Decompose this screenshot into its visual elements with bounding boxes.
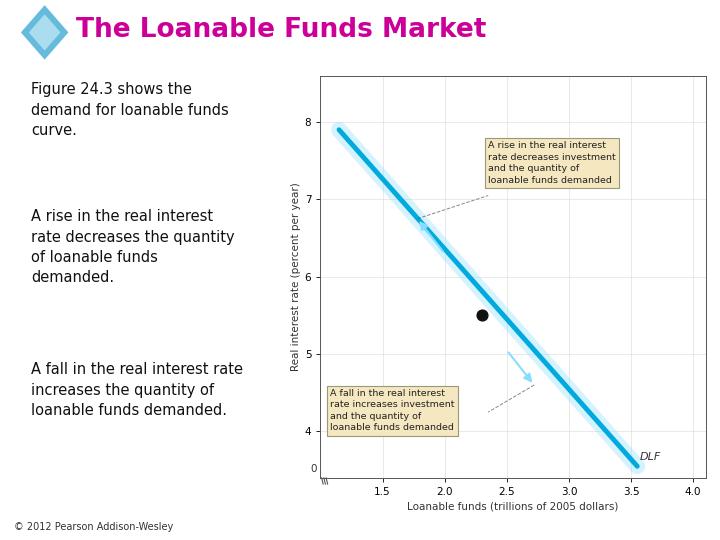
Text: A rise in the real interest
rate decreases the quantity
of loanable funds
demand: A rise in the real interest rate decreas… [31,209,235,285]
Polygon shape [21,5,68,59]
Polygon shape [29,14,60,51]
Text: Figure 24.3 shows the
demand for loanable funds
curve.: Figure 24.3 shows the demand for loanabl… [31,82,229,138]
Text: A fall in the real interest rate
increases the quantity of
loanable funds demand: A fall in the real interest rate increas… [31,362,243,418]
Text: 0: 0 [310,464,317,474]
Y-axis label: Real interest rate (percent per year): Real interest rate (percent per year) [291,183,300,371]
Text: A fall in the real interest
rate increases investment
and the quantity of
loanab: A fall in the real interest rate increas… [330,389,455,433]
Point [476,311,487,320]
Text: DLF: DLF [640,452,661,462]
Text: © 2012 Pearson Addison-Wesley: © 2012 Pearson Addison-Wesley [14,522,174,532]
Text: The Loanable Funds Market: The Loanable Funds Market [76,17,486,43]
X-axis label: Loanable funds (trillions of 2005 dollars): Loanable funds (trillions of 2005 dollar… [408,501,618,511]
Text: A rise in the real interest
rate decreases investment
and the quantity of
loanab: A rise in the real interest rate decreas… [488,141,616,185]
